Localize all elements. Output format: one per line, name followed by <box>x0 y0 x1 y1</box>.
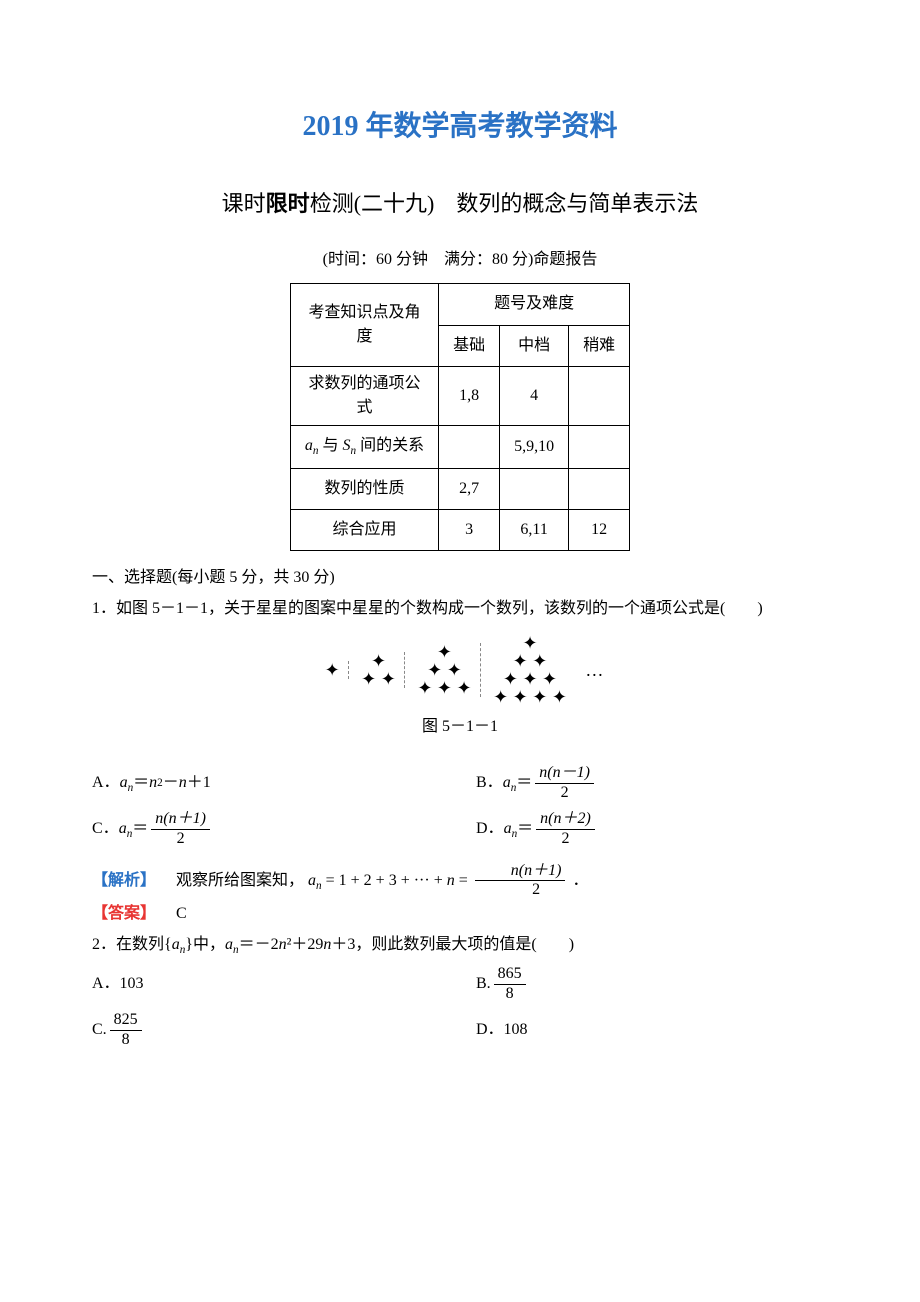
r2-c2: 5,9,10 <box>500 426 569 468</box>
r4-c1: 3 <box>439 510 500 551</box>
r2-name: an 与 Sn 间的关系 <box>290 426 438 468</box>
fa2-a: n <box>511 862 519 879</box>
q2-text: 2．在数列{an}中，an＝－2n²＋29n＋3，则此数列最大项的值是( ) <box>60 930 860 961</box>
r3-name: 数列的性质 <box>290 468 438 509</box>
an-post: = <box>459 872 472 889</box>
th-knowledge-l2: 度 <box>305 325 424 349</box>
ob-pre: B． <box>476 768 503 798</box>
meta-line: (时间：60 分钟 满分：80 分)命题报告 <box>60 245 860 275</box>
q2p2: }中， <box>185 936 225 953</box>
r3-c2 <box>500 468 569 509</box>
r1-name: 求数列的通项公 式 <box>290 367 438 426</box>
an-end: ． <box>572 872 588 889</box>
g3b: ✦ ✦ ✦ <box>417 679 471 697</box>
th-knowledge: 考查知识点及角 度 <box>290 284 438 367</box>
r3-c3 <box>569 468 630 509</box>
r1-c3 <box>569 367 630 426</box>
fd-b: (n＋2) <box>548 810 591 827</box>
g4m: ✦ ✦ ✦ <box>493 670 567 688</box>
g3m: ✦ ✦ <box>417 661 471 679</box>
q2-option-d: D．108 <box>476 1007 860 1053</box>
subtitle-prefix: 课时 <box>222 191 266 216</box>
q1-text: 1．如图 5－1－1，关于星星的图案中星星的个数构成一个数列，该数列的一个通项公… <box>60 594 860 624</box>
answer-text: C <box>160 905 187 922</box>
q2p5: ＋3，则此数列最大项的值是( ) <box>331 936 574 953</box>
q2b-pre: B. <box>476 969 491 999</box>
r1-name-l1: 求数列的通项公 <box>305 372 424 396</box>
star-group-3: ✦ ✦ ✦ ✦ ✦ ✦ <box>409 643 480 697</box>
q1-analysis: 【解析】 观察所给图案知， an = 1 + 2 + 3 + ··· + n =… <box>60 863 860 900</box>
subtitle-rest: 检测(二十九) 数列的概念与简单表示法 <box>310 191 699 216</box>
section-1-heading-text: 一、选择题(每小题 5 分，共 30 分) <box>92 569 335 586</box>
answer-label: 【答案】 <box>92 905 156 922</box>
fd-d: 2 <box>536 830 595 848</box>
q2c-den: 8 <box>110 1031 142 1049</box>
figure-caption: 图 5－1－1 <box>60 712 860 742</box>
fb-b: (n－1) <box>547 764 590 781</box>
q1-options: A． an＝n2－n＋1 B． an＝ n(n－1)2 C． an＝ n(n＋1… <box>60 761 860 853</box>
r3-c1: 2,7 <box>439 468 500 509</box>
star-group-1: ✦ <box>317 661 349 679</box>
oa-pre: A． <box>92 768 120 798</box>
an-pre: 观察所给图案知， <box>160 872 304 889</box>
fa2-d: 2 <box>475 881 566 899</box>
th-difficulty: 题号及难度 <box>439 284 630 325</box>
subtitle-bold: 限时 <box>266 191 310 216</box>
q2-option-b: B. 8658 <box>476 961 860 1007</box>
th-knowledge-l1: 考查知识点及角 <box>305 301 424 325</box>
g4t: ✦ <box>493 634 567 652</box>
figure-ellipsis: … <box>579 661 603 679</box>
r2-c3 <box>569 426 630 468</box>
q1-option-b: B． an＝ n(n－1)2 <box>476 761 860 807</box>
r4-c2: 6,11 <box>500 510 569 551</box>
q2b-num: 865 <box>494 966 526 985</box>
q2p1: 2．在数列{ <box>92 936 172 953</box>
col-mid: 中档 <box>500 325 569 366</box>
report-table: 考查知识点及角 度 题号及难度 基础 中档 稍难 求数列的通项公 式 1,8 4… <box>290 283 630 551</box>
fd-a: n <box>540 810 548 827</box>
q2c-pre: C. <box>92 1015 107 1045</box>
fc-d: 2 <box>151 830 210 848</box>
od-pre: D． <box>476 814 504 844</box>
q2c-num: 825 <box>110 1012 142 1031</box>
r4-name: 综合应用 <box>290 510 438 551</box>
q1-option-d: D． an＝ n(n＋2)2 <box>476 807 860 853</box>
r4-c3: 12 <box>569 510 630 551</box>
g1: ✦ <box>325 660 340 680</box>
oc-pre: C． <box>92 814 119 844</box>
g4b: ✦ ✦ ✦ ✦ <box>493 688 567 706</box>
g2b: ✦ ✦ <box>361 670 396 688</box>
q1-answer: 【答案】 C <box>60 899 860 929</box>
q1-option-c: C． an＝ n(n＋1)2 <box>92 807 476 853</box>
fb-d: 2 <box>535 784 594 802</box>
fc-b: (n＋1) <box>163 810 206 827</box>
col-hard: 稍难 <box>569 325 630 366</box>
col-basic: 基础 <box>439 325 500 366</box>
g4u: ✦ ✦ <box>493 652 567 670</box>
q2-options: A．103 B. 8658 C. 8258 D．108 <box>60 961 860 1053</box>
star-group-4: ✦ ✦ ✦ ✦ ✦ ✦ ✦ ✦ ✦ ✦ <box>485 634 575 706</box>
r1-c1: 1,8 <box>439 367 500 426</box>
fa2-b: (n＋1) <box>519 862 562 879</box>
q2p4: ²＋29 <box>287 936 324 953</box>
star-figure: ✦ ✦ ✦ ✦ ✦ ✦ ✦ ✦ ✦ ✦ ✦ ✦ ✦ ✦ ✦ ✦ ✦ ✦ ✦ ✦ … <box>60 634 860 706</box>
q2-option-a: A．103 <box>92 961 476 1007</box>
analysis-label: 【解析】 <box>92 872 156 889</box>
q2-option-c: C. 8258 <box>92 1007 476 1053</box>
subtitle: 课时限时检测(二十九) 数列的概念与简单表示法 <box>60 183 860 225</box>
q1-option-a: A． an＝n2－n＋1 <box>92 761 476 807</box>
q2b-den: 8 <box>494 985 526 1003</box>
r2-c1 <box>439 426 500 468</box>
main-title: 2019 年数学高考教学资料 <box>60 100 860 153</box>
g3t: ✦ <box>417 643 471 661</box>
q2p3: ＝－2 <box>239 936 279 953</box>
r1-name-l2: 式 <box>305 396 424 420</box>
r1-c2: 4 <box>500 367 569 426</box>
an-mid: = 1 + 2 + 3 + ··· + <box>326 872 447 889</box>
star-group-2: ✦ ✦ ✦ <box>353 652 405 688</box>
section-1-heading: 一、选择题(每小题 5 分，共 30 分) <box>60 563 860 593</box>
g2t: ✦ <box>361 652 396 670</box>
